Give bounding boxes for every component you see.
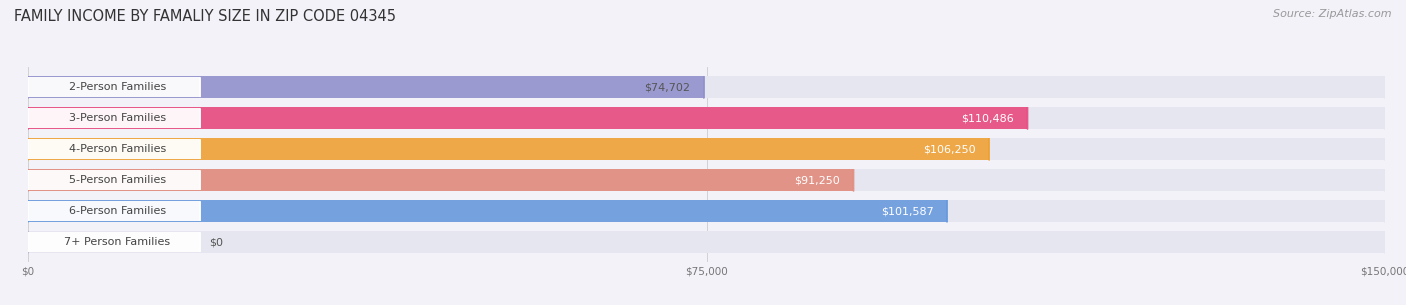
Text: $74,702: $74,702 xyxy=(644,82,690,92)
Text: 5-Person Families: 5-Person Families xyxy=(69,175,166,185)
Bar xyxy=(28,232,200,252)
Bar xyxy=(28,139,200,159)
Bar xyxy=(28,76,1385,99)
Text: $101,587: $101,587 xyxy=(880,206,934,216)
Text: FAMILY INCOME BY FAMALIY SIZE IN ZIP CODE 04345: FAMILY INCOME BY FAMALIY SIZE IN ZIP COD… xyxy=(14,9,396,24)
Text: $91,250: $91,250 xyxy=(794,175,839,185)
Text: 7+ Person Families: 7+ Person Families xyxy=(65,237,170,247)
Text: 3-Person Families: 3-Person Families xyxy=(69,113,166,123)
Text: $106,250: $106,250 xyxy=(922,144,976,154)
Bar xyxy=(28,169,853,191)
Text: Source: ZipAtlas.com: Source: ZipAtlas.com xyxy=(1274,9,1392,19)
Text: 2-Person Families: 2-Person Families xyxy=(69,82,166,92)
Text: 6-Person Families: 6-Person Families xyxy=(69,206,166,216)
Bar xyxy=(28,200,948,222)
Bar xyxy=(28,138,990,160)
Bar xyxy=(28,170,200,190)
Bar xyxy=(28,231,1385,253)
Bar xyxy=(28,108,200,128)
Bar xyxy=(28,138,1385,160)
Bar xyxy=(28,77,200,97)
Bar xyxy=(28,107,1028,129)
Text: 4-Person Families: 4-Person Families xyxy=(69,144,166,154)
Bar xyxy=(28,107,1385,129)
Text: $110,486: $110,486 xyxy=(962,113,1014,123)
Text: $0: $0 xyxy=(209,237,224,247)
Bar xyxy=(28,200,1385,222)
Bar xyxy=(28,169,1385,191)
Bar xyxy=(28,201,200,221)
Bar xyxy=(28,76,704,99)
